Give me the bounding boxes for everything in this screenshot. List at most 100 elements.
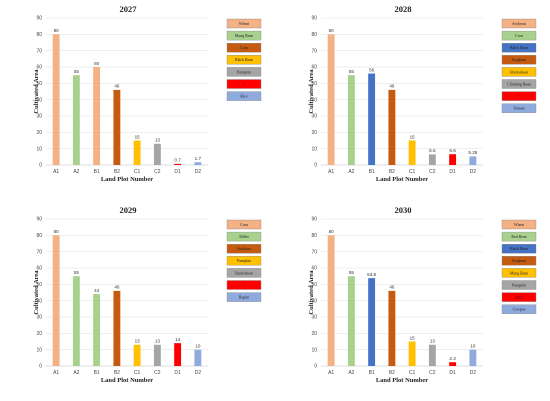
legend-label: Cowpea <box>513 308 526 312</box>
y-tick-label: 20 <box>36 130 42 136</box>
bar-a1 <box>52 235 60 366</box>
legend-label: Corn <box>515 34 523 38</box>
legend-label: Climbing Bean <box>507 82 531 86</box>
x-tick-label: A1 <box>328 370 334 376</box>
x-tick-label: B1 <box>369 169 375 175</box>
data-label: 6.6 <box>449 148 456 153</box>
legend-swatch <box>226 292 262 302</box>
legend: Wheat Red Bean Black Bean Sorghum Mung Bean P… <box>501 219 537 314</box>
y-tick-label: 30 <box>36 315 42 321</box>
bar-a1 <box>327 235 335 366</box>
legend: Corn Millet Soybean Pumpkin Buckwheat? Rapini <box>226 219 262 302</box>
data-label: 44 <box>94 288 100 293</box>
legend-label: Soybean <box>237 247 250 251</box>
legend-label: Sorghum <box>512 58 526 62</box>
legend-swatch <box>226 18 262 29</box>
bar-c2 <box>428 154 436 165</box>
x-tick-label: A2 <box>73 169 79 175</box>
bar-c1 <box>408 341 416 366</box>
bar-c2 <box>153 143 161 165</box>
data-label: 46 <box>389 285 395 290</box>
x-tick-label: A1 <box>53 169 59 175</box>
y-tick-label: 10 <box>311 347 317 353</box>
bar-d2 <box>469 156 477 165</box>
x-tick-label: D2 <box>195 169 202 175</box>
legend-label: Rice <box>515 296 522 300</box>
legend-label: Tomato <box>513 107 525 111</box>
y-tick-label: 40 <box>36 97 42 103</box>
x-tick-label: D2 <box>470 370 477 376</box>
x-axis-title: Land Plot Number <box>376 377 428 384</box>
y-tick-label: 0 <box>39 163 42 169</box>
data-label: 0.7 <box>174 158 181 163</box>
bar-chart-2029: 2029 0 10 20 30 40 50 60 70 80 90 Cultivated Area 80… <box>33 205 262 384</box>
x-tick-label: C1 <box>409 169 416 175</box>
data-label: 55 <box>74 69 80 74</box>
y-tick-label: 70 <box>311 48 317 54</box>
y-tick-label: 40 <box>36 298 42 304</box>
y-tick-label: 30 <box>311 114 317 120</box>
legend-swatch <box>226 231 262 242</box>
legend: Soybean Corn Black Bean Sorghum Buckwheat Cli… <box>501 18 537 113</box>
y-tick-label: 70 <box>36 249 42 255</box>
bar-a1 <box>327 34 335 166</box>
legend-swatch <box>226 30 262 41</box>
x-tick-label: C2 <box>429 370 436 376</box>
data-label: 15 <box>410 134 416 139</box>
bar-chart-2028: 2028 0 10 20 30 40 50 60 70 80 90 Cultivated Area 80… <box>308 4 537 183</box>
legend-label: ? <box>243 283 245 287</box>
y-tick-label: 50 <box>36 81 42 87</box>
x-tick-label: A2 <box>348 169 354 175</box>
legend-swatch <box>501 280 537 290</box>
x-tick-label: D2 <box>470 169 477 175</box>
y-axis-title: Cultivated Area <box>308 69 315 114</box>
legend-swatch <box>226 219 262 230</box>
data-label: 13 <box>155 138 161 143</box>
legend-label: ? <box>518 95 520 99</box>
y-tick-label: 20 <box>36 331 42 337</box>
bar-b2 <box>388 290 396 366</box>
legend-label: Rice <box>240 95 247 99</box>
y-tick-label: 70 <box>311 249 317 255</box>
legend-label: Corn <box>240 223 248 227</box>
y-tick-label: 80 <box>36 233 42 239</box>
data-label: 14 <box>175 337 181 342</box>
bar-chart-2027: 2027 0 10 20 30 40 50 60 70 80 90 Cultivated Area 80… <box>33 4 262 183</box>
legend-label: Pumpkin <box>512 283 526 287</box>
y-tick-label: 50 <box>311 282 317 288</box>
x-tick-label: C2 <box>154 370 161 376</box>
bar-c2 <box>428 344 436 366</box>
y-tick-label: 0 <box>314 163 317 169</box>
y-tick-label: 90 <box>36 217 42 223</box>
chart-panel-2028: 2028 0 10 20 30 40 50 60 70 80 90 Cultivated Area 80… <box>275 0 550 200</box>
y-axis-title: Cultivated Area <box>33 270 40 315</box>
legend-label: Buckwheat <box>510 70 528 74</box>
bar-d2 <box>194 349 202 366</box>
y-axis-title: Cultivated Area <box>33 69 40 114</box>
y-tick-label: 40 <box>311 298 317 304</box>
legend-swatch <box>501 268 537 278</box>
legend-swatch <box>501 18 537 29</box>
legend-swatch <box>501 103 537 113</box>
x-tick-label: B2 <box>114 169 120 175</box>
x-tick-label: B1 <box>94 169 100 175</box>
data-label: 53.8 <box>367 272 376 277</box>
legend-swatch <box>501 231 537 242</box>
legend-label: Red Bean <box>511 235 526 239</box>
data-label: 5.25 <box>468 150 477 155</box>
legend-label: Wheat <box>239 22 250 26</box>
bar-d2 <box>194 162 202 165</box>
legend-swatch <box>501 292 537 302</box>
data-label: 13 <box>155 339 161 344</box>
legend-label: Pumpkin <box>237 259 251 263</box>
chart-title: 2027 <box>120 4 138 14</box>
legend-label: Corn <box>240 46 248 50</box>
bar-d1 <box>449 154 457 165</box>
data-label: 55 <box>74 270 80 275</box>
bar-b2 <box>113 89 121 165</box>
y-tick-label: 60 <box>36 266 42 272</box>
bar-b2 <box>388 89 396 165</box>
legend-label: Sorghum <box>512 259 526 263</box>
bar-b1 <box>368 73 376 165</box>
legend-swatch <box>501 43 537 53</box>
